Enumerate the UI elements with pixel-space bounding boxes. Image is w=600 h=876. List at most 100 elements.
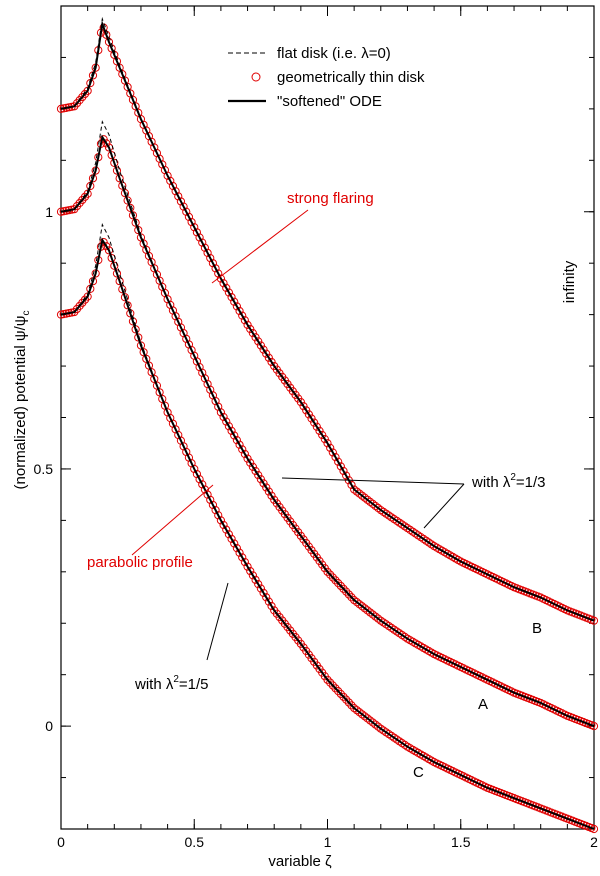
thin-disk-point-b [222, 283, 231, 292]
thin-disk-point-c [219, 520, 228, 530]
lambda15-leader [206, 582, 229, 661]
thin-disk-point-a [246, 458, 255, 467]
thin-disk-point-b [368, 499, 377, 509]
y-tick-label: 1 [45, 204, 53, 220]
minor-ticks [60, 5, 595, 830]
right-axis-label-group: infinity [561, 260, 578, 303]
thin-disk-point-c [115, 277, 124, 286]
thin-disk-point-b [203, 248, 212, 257]
thin-disk-point-a [264, 487, 273, 496]
thin-disk-point-c [251, 575, 260, 584]
thin-disk-point-a [254, 471, 263, 480]
legend-circle-label: geometrically thin disk [277, 69, 425, 86]
thin-disk-point-b [360, 493, 369, 502]
thin-disk-point-b [374, 503, 383, 513]
x-tick-label: 0.5 [185, 834, 205, 850]
thin-disk-point-b [88, 71, 98, 80]
thin-disk-point-b [184, 212, 194, 221]
thin-disk-point-a [240, 449, 249, 459]
thin-disk-point-c [214, 511, 223, 520]
ode-line-c [60, 237, 595, 830]
annotations: strong flaring parabolic profile with λ2… [87, 190, 546, 781]
thin-disk-point-c [123, 301, 132, 310]
series-flat [60, 16, 595, 830]
thin-disk-point-a [222, 417, 231, 426]
thin-disk-point-c [589, 824, 599, 834]
thin-disk-point-b [352, 487, 361, 496]
thin-disk-point-a [342, 587, 351, 596]
thin-disk-point-c [358, 710, 367, 719]
thin-disk-point-a [115, 174, 124, 183]
thin-disk-point-c [262, 593, 271, 602]
thin-disk-point-a [126, 203, 135, 212]
legend-dashed-label: flat disk (i.e. λ=0) [277, 45, 391, 62]
thin-disk-point-b [187, 217, 196, 227]
thin-disk-point-a [110, 158, 119, 167]
thin-disk-point-b [267, 357, 276, 367]
y-axis-label-group: (normalized) potential ψ/ψc [12, 311, 32, 490]
y-tick-label: 0 [45, 718, 53, 734]
thin-disk-point-b [246, 324, 255, 334]
thin-disk-point-b [190, 223, 199, 232]
thin-disk-point-a [224, 422, 233, 431]
thin-disk-point-a [368, 610, 377, 619]
thin-disk-point-c [254, 580, 263, 589]
thin-disk-point-a [326, 570, 335, 579]
strong-flaring-label: strong flaring [287, 190, 374, 207]
thin-disk-point-c [344, 698, 353, 707]
thin-disk-point-c [230, 539, 239, 548]
thin-disk-point-a [118, 181, 127, 190]
thin-disk-point-b [334, 457, 343, 466]
thin-disk-point-b [331, 453, 340, 462]
thin-disk-point-b [166, 176, 175, 185]
thin-disk-point-a [371, 612, 380, 621]
thin-disk-point-b [176, 197, 186, 206]
thin-disk-point-c [102, 242, 111, 251]
thin-disk-point-b [254, 337, 263, 346]
thin-disk-point-b [262, 349, 271, 358]
thin-disk-point-c [134, 333, 143, 342]
series-circles [56, 23, 599, 834]
thin-disk-point-a [259, 479, 268, 488]
lambda13-label: with λ2=1/3 [471, 472, 546, 491]
thin-disk-point-c [190, 464, 199, 474]
thin-disk-point-c [235, 548, 244, 557]
thin-disk-point-b [339, 466, 348, 476]
thin-disk-point-c [240, 557, 249, 567]
thin-disk-point-c [120, 293, 130, 302]
thin-disk-point-b [240, 316, 249, 325]
thin-disk-point-c [334, 687, 343, 696]
thin-disk-point-b [163, 171, 172, 180]
thin-disk-point-b [307, 414, 316, 423]
thin-disk-point-c [192, 469, 202, 479]
thin-disk-point-b [248, 329, 257, 338]
thin-disk-point-a [358, 602, 367, 611]
thin-disk-point-c [222, 525, 231, 534]
thin-disk-point-a [219, 412, 228, 422]
thin-disk-point-a [366, 608, 375, 617]
lambda13-leader-top [281, 477, 465, 485]
thin-disk-point-b [347, 480, 356, 489]
thin-disk-point-c [267, 601, 276, 611]
thin-disk-point-c [206, 495, 215, 504]
thin-disk-point-c [208, 500, 218, 510]
thin-disk-point-c [339, 692, 348, 701]
thin-disk-point-b [326, 443, 335, 452]
thin-disk-point-b [336, 462, 345, 471]
thin-disk-point-a [88, 174, 98, 183]
thin-disk-point-a [227, 426, 236, 435]
thin-disk-point-a [238, 445, 247, 454]
thin-disk-point-c [323, 675, 332, 684]
lambda13-suffix: =1/3 [516, 474, 546, 491]
thin-disk-point-a [232, 436, 241, 445]
thin-disk-point-a [230, 431, 239, 440]
thin-disk-point-c [118, 285, 127, 294]
thin-disk-point-c [243, 562, 252, 571]
legend-solid-label: "softened" ODE [277, 93, 382, 110]
thin-disk-point-b [371, 501, 380, 511]
thin-disk-point-a [350, 596, 359, 605]
y-axis-label: (normalized) potential ψ/ψc [12, 311, 32, 490]
thin-disk-point-b [195, 233, 204, 242]
thin-disk-point-b [350, 485, 359, 494]
thin-disk-point-b [99, 23, 108, 32]
